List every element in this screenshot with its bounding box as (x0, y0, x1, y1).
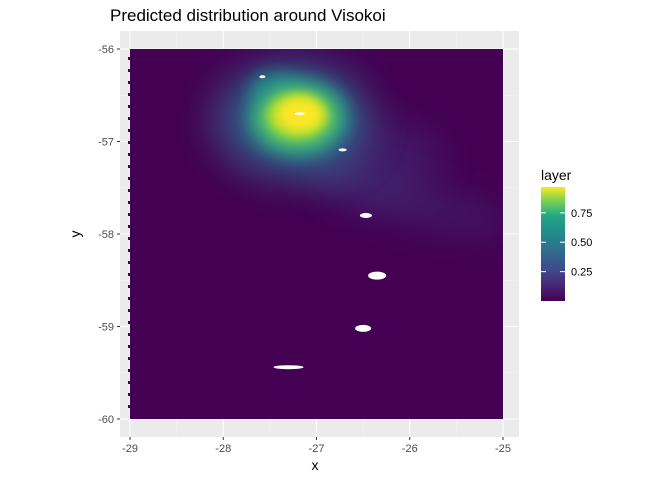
raster-edge-cell (128, 201, 130, 204)
raster-edge-cell (128, 153, 130, 156)
raster-edge-cell (128, 117, 130, 120)
missing-cell (273, 365, 304, 370)
raster-edge-cell (128, 405, 130, 408)
legend-title: layer (541, 167, 572, 183)
raster-edge-cell (128, 129, 130, 132)
raster-edge-cell (128, 345, 130, 348)
raster-edge-cell (128, 57, 130, 60)
raster-edge-cell (128, 285, 130, 288)
y-tick-label: -57 (98, 137, 114, 149)
raster-edge-cell (128, 225, 130, 228)
raster-edge-cell (128, 321, 130, 324)
raster-edge-cell (128, 177, 130, 180)
missing-cell (338, 148, 347, 152)
x-tick-label: -27 (309, 443, 325, 455)
legend-colorbar (541, 187, 565, 301)
missing-cell (355, 324, 372, 332)
raster-edge-cell (128, 309, 130, 312)
y-tick-label: -58 (98, 229, 114, 241)
raster-edge-cell (128, 105, 130, 108)
x-tick-label: -28 (215, 443, 231, 455)
raster-edge-cell (128, 273, 130, 276)
raster-edge-cell (128, 141, 130, 144)
raster-edge-cell (128, 165, 130, 168)
missing-cell (294, 112, 305, 116)
missing-cell (368, 271, 387, 280)
raster-edge-cell (128, 69, 130, 72)
raster-edge-cell (128, 393, 130, 396)
raster-edge-cell (128, 357, 130, 360)
chart-title: Predicted distribution around Visokoi (110, 6, 386, 25)
x-tick-label: -26 (402, 443, 418, 455)
raster-edge-cell (128, 249, 130, 252)
legend-ticks: 0.25 0.50 0.75 (541, 208, 592, 279)
raster-edge-cell (128, 81, 130, 84)
raster-edge-cell (128, 297, 130, 300)
missing-cell (359, 213, 372, 218)
legend-label: 0.75 (571, 208, 592, 220)
y-axis: -56 -57 -58 -59 -60 (98, 44, 120, 426)
y-axis-title: y (67, 231, 83, 238)
prediction-raster (130, 49, 503, 419)
raster-edge-cell (128, 369, 130, 372)
legend-label: 0.50 (571, 237, 592, 249)
missing-cell (259, 75, 266, 79)
y-tick-label: -59 (98, 322, 114, 334)
x-axis: -29 -28 -27 -26 -25 (122, 437, 511, 455)
raster-edge-cell (128, 189, 130, 192)
x-tick-label: -25 (495, 443, 511, 455)
legend: layer 0.25 0.50 0.75 (541, 167, 592, 301)
x-axis-title: x (312, 457, 319, 473)
raster-edge-cell (128, 333, 130, 336)
y-tick-label: -60 (98, 414, 114, 426)
raster-edge-cell (128, 237, 130, 240)
y-tick-label: -56 (98, 44, 114, 56)
x-tick-label: -29 (122, 443, 138, 455)
legend-label: 0.25 (571, 267, 592, 279)
raster-edge-cell (128, 213, 130, 216)
raster-left-edge (128, 57, 130, 408)
raster-edge-cell (128, 93, 130, 96)
raster-edge-cell (128, 261, 130, 264)
raster-edge-cell (128, 381, 130, 384)
